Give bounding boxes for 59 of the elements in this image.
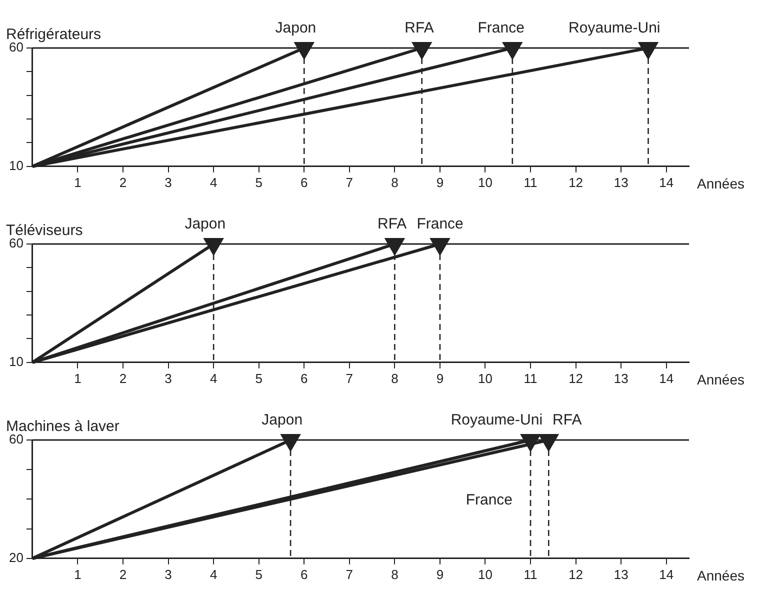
x-tick-label: 3 xyxy=(164,566,172,582)
x-tick-label: 8 xyxy=(391,370,398,386)
x-tick-label: 6 xyxy=(300,566,308,582)
series-label: RFA xyxy=(404,20,434,37)
x-tick-label: 8 xyxy=(391,174,398,190)
x-tick-label: 13 xyxy=(614,370,628,386)
x-tick-label: 5 xyxy=(255,370,262,386)
x-tick-label: 12 xyxy=(568,566,584,582)
x-tick-label: 1 xyxy=(74,566,82,582)
x-tick-label: 2 xyxy=(119,174,127,190)
text: France xyxy=(466,492,513,509)
x-tick-label: 10 xyxy=(478,174,492,190)
x-tick-label: 7 xyxy=(346,566,354,582)
x-axis-title: Années xyxy=(697,175,744,192)
x-tick-label: 9 xyxy=(436,174,444,190)
x-tick-label: 14 xyxy=(659,174,674,190)
x-tick-label: 13 xyxy=(614,174,628,190)
x-tick-label: 4 xyxy=(210,370,218,386)
series-label: Japon xyxy=(184,216,226,233)
x-axis-title: Années xyxy=(697,371,744,388)
x-tick-label: 6 xyxy=(300,370,308,386)
x-tick-label: 13 xyxy=(614,566,628,582)
x-tick-label: 1 xyxy=(74,174,82,190)
x-tick-label: 1 xyxy=(74,370,82,386)
x-tick-label: 7 xyxy=(346,370,354,386)
x-tick-label: 6 xyxy=(300,174,308,190)
x-tick-label: 11 xyxy=(524,566,538,582)
x-tick-label: 14 xyxy=(659,566,674,582)
series-label: RFA xyxy=(378,216,407,233)
series-label: Japon xyxy=(262,412,303,429)
series-label: Royaume-Uni xyxy=(568,20,660,37)
x-tick-label: 8 xyxy=(391,566,398,582)
x-tick-label: 11 xyxy=(524,174,538,190)
x-tick-label: 4 xyxy=(210,566,218,582)
x-tick-label: 10 xyxy=(478,370,492,386)
x-tick-label: 12 xyxy=(568,370,584,386)
x-tick-label: 9 xyxy=(436,370,444,386)
x-tick-label: 2 xyxy=(119,566,127,582)
x-tick-label: 11 xyxy=(524,370,538,386)
x-tick-label: 9 xyxy=(436,566,444,582)
series-label: France xyxy=(416,216,464,233)
x-tick-label: 7 xyxy=(346,174,354,190)
x-tick-label: 2 xyxy=(119,370,127,386)
y-tick-label: 10 xyxy=(8,158,24,173)
series-label: RFA xyxy=(552,412,582,429)
y-tick-label: 10 xyxy=(8,354,24,369)
x-tick-label: 5 xyxy=(255,174,262,190)
x-axis-title: Années xyxy=(697,567,744,584)
series-label: Royaume-Uni xyxy=(450,412,543,429)
series-label: France xyxy=(478,20,524,37)
series-label: Japon xyxy=(275,20,316,37)
x-tick-label: 3 xyxy=(164,370,172,386)
x-tick-label: 3 xyxy=(164,174,172,190)
x-tick-label: 14 xyxy=(659,370,674,386)
x-tick-label: 5 xyxy=(255,566,262,582)
x-tick-label: 12 xyxy=(568,174,584,190)
x-tick-label: 10 xyxy=(478,566,492,582)
x-tick-label: 4 xyxy=(210,174,218,190)
y-tick-label: 20 xyxy=(8,550,24,565)
